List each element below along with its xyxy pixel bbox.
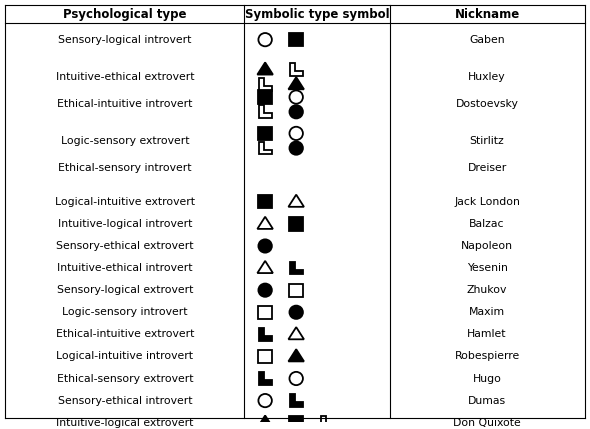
Text: Dumas: Dumas bbox=[468, 396, 506, 405]
Text: Dreiser: Dreiser bbox=[467, 163, 507, 173]
Text: Logic-sensory extrovert: Logic-sensory extrovert bbox=[61, 136, 189, 146]
Text: Symbolic type symbol: Symbolic type symbol bbox=[245, 8, 389, 21]
Text: Huxley: Huxley bbox=[468, 72, 506, 82]
Text: Hugo: Hugo bbox=[473, 374, 502, 384]
Polygon shape bbox=[289, 77, 304, 89]
Text: Ethical-sensory introvert: Ethical-sensory introvert bbox=[58, 163, 192, 173]
Text: Logical-intuitive extrovert: Logical-intuitive extrovert bbox=[55, 197, 195, 207]
Text: Ethical-sensory extrovert: Ethical-sensory extrovert bbox=[57, 374, 193, 384]
Text: Sensory-ethical extrovert: Sensory-ethical extrovert bbox=[56, 241, 194, 251]
Text: Logic-sensory introvert: Logic-sensory introvert bbox=[62, 307, 188, 317]
Text: Hamlet: Hamlet bbox=[467, 329, 507, 339]
Circle shape bbox=[258, 239, 272, 253]
Bar bbox=[258, 350, 272, 363]
Text: Don Quixote: Don Quixote bbox=[453, 418, 521, 428]
Polygon shape bbox=[257, 415, 273, 428]
Text: Stirlitz: Stirlitz bbox=[470, 136, 504, 146]
Text: Balzac: Balzac bbox=[469, 219, 505, 229]
Circle shape bbox=[290, 305, 303, 319]
Text: Ethical-intuitive extrovert: Ethical-intuitive extrovert bbox=[55, 329, 194, 339]
Bar bbox=[258, 195, 272, 208]
Text: Dostoevsky: Dostoevsky bbox=[455, 100, 519, 109]
Text: Intuitive-logical introvert: Intuitive-logical introvert bbox=[58, 219, 192, 229]
Circle shape bbox=[290, 142, 303, 155]
Text: Logical-intuitive introvert: Logical-intuitive introvert bbox=[56, 351, 194, 361]
Text: Yesenin: Yesenin bbox=[467, 263, 507, 273]
Text: Sensory-logical introvert: Sensory-logical introvert bbox=[58, 35, 192, 45]
Text: Robespierre: Robespierre bbox=[454, 351, 520, 361]
Text: Intuitive-ethical extrovert: Intuitive-ethical extrovert bbox=[55, 72, 194, 82]
Bar bbox=[290, 218, 303, 230]
Polygon shape bbox=[290, 394, 303, 407]
Text: Zhukov: Zhukov bbox=[467, 285, 507, 295]
Text: Intuitive-logical extrovert: Intuitive-logical extrovert bbox=[56, 418, 194, 428]
Polygon shape bbox=[257, 62, 273, 75]
Text: Gaben: Gaben bbox=[469, 35, 505, 45]
Bar bbox=[258, 91, 272, 104]
Bar bbox=[290, 416, 303, 429]
Text: Napoleon: Napoleon bbox=[461, 241, 513, 251]
Polygon shape bbox=[258, 372, 271, 385]
Circle shape bbox=[290, 105, 303, 118]
Text: Ethical-intuitive introvert: Ethical-intuitive introvert bbox=[57, 100, 192, 109]
Bar bbox=[290, 284, 303, 297]
Polygon shape bbox=[290, 262, 303, 275]
Text: Nickname: Nickname bbox=[454, 8, 520, 21]
Text: Sensory-logical extrovert: Sensory-logical extrovert bbox=[57, 285, 193, 295]
Text: Intuitive-ethical introvert: Intuitive-ethical introvert bbox=[57, 263, 192, 273]
Text: Jack London: Jack London bbox=[454, 197, 520, 207]
Text: Psychological type: Psychological type bbox=[63, 8, 186, 21]
Text: Sensory-ethical introvert: Sensory-ethical introvert bbox=[58, 396, 192, 405]
Bar bbox=[258, 305, 272, 319]
Circle shape bbox=[258, 284, 272, 297]
Bar bbox=[258, 127, 272, 140]
Text: Maxim: Maxim bbox=[469, 307, 505, 317]
Polygon shape bbox=[289, 349, 304, 361]
Bar bbox=[290, 33, 303, 46]
Polygon shape bbox=[258, 328, 271, 341]
